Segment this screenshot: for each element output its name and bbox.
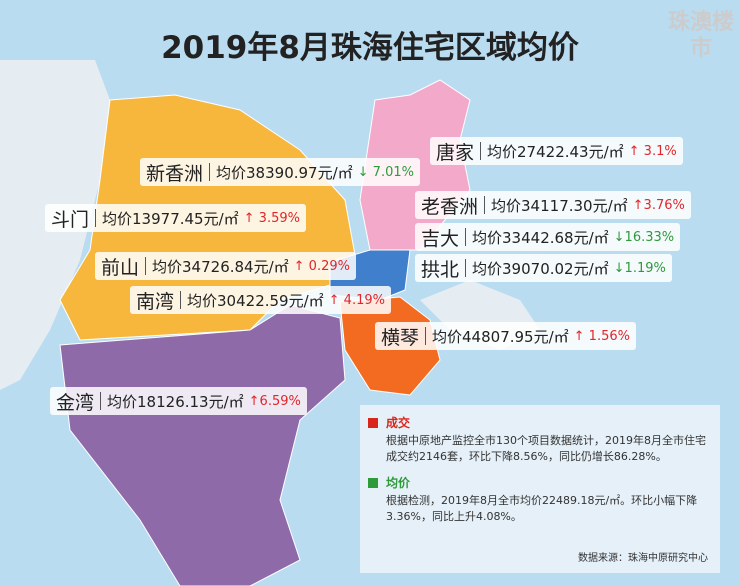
source: 数据来源：珠海中原研究中心: [578, 553, 708, 564]
region-label: 前山 均价34726.84元/㎡ ↑ 0.29%: [95, 252, 356, 280]
region-label: 横琴 均价44807.95元/㎡ ↑ 1.56%: [375, 322, 636, 350]
note-marker: [368, 418, 378, 428]
region-name: 前山: [101, 256, 140, 279]
divider: [484, 196, 486, 214]
region-price: 均价38390.97元/㎡: [216, 163, 353, 182]
note-heading-row: 成交: [368, 415, 720, 431]
divider: [480, 142, 482, 160]
region-label: 唐家 均价27422.43元/㎡ ↑ 3.1%: [430, 137, 683, 165]
region-price: 均价27422.43元/㎡: [487, 142, 624, 161]
note-heading-row: 均价: [368, 475, 720, 491]
region-name: 南湾: [136, 290, 175, 313]
divider: [425, 327, 427, 345]
region-label: 吉大 均价33442.68元/㎡ ↓16.33%: [415, 223, 681, 251]
region-name: 唐家: [436, 141, 475, 164]
note-heading: 均价: [386, 476, 411, 490]
logo: 珠澳楼市: [668, 10, 735, 61]
region-price: 均价18126.13元/㎡: [107, 392, 244, 411]
divider: [100, 392, 102, 410]
divider: [465, 228, 467, 246]
region-change: ↑ 4.19%: [328, 292, 385, 308]
divider: [209, 163, 211, 181]
region-label: 南湾 均价30422.59元/㎡ ↑ 4.19%: [130, 286, 391, 314]
region-price: 均价34726.84元/㎡: [152, 257, 289, 276]
district-jinwan: [59, 304, 346, 586]
region-label: 斗门 均价13977.45元/㎡ ↑ 3.59%: [45, 204, 306, 232]
region-label: 拱北 均价39070.02元/㎡ ↓1.19%: [415, 254, 672, 282]
region-price: 均价13977.45元/㎡: [102, 209, 239, 228]
region-name: 老香洲: [421, 195, 479, 218]
region-change: ↑ 3.1%: [628, 143, 677, 159]
region-change: ↑3.76%: [632, 197, 685, 213]
divider: [180, 291, 182, 309]
region-price: 均价44807.95元/㎡: [432, 327, 569, 346]
region-change: ↑6.59%: [248, 393, 301, 409]
region-change: ↑ 3.59%: [243, 210, 300, 226]
region-name: 横琴: [381, 326, 420, 349]
divider: [465, 259, 467, 277]
divider: [145, 257, 147, 275]
region-change: ↑ 1.56%: [573, 328, 630, 344]
region-name: 金湾: [56, 391, 95, 414]
region-change: ↓ 7.01%: [357, 164, 414, 180]
region-name: 拱北: [421, 258, 460, 281]
notes-box: 成交根据中原地产监控全市130个项目数据统计，2019年8月全市住宅成交约214…: [360, 405, 720, 573]
region-label: 金湾 均价18126.13元/㎡ ↑6.59%: [50, 387, 307, 415]
region-price: 均价33442.68元/㎡: [472, 228, 609, 247]
note-marker: [368, 478, 378, 488]
region-change: ↓16.33%: [613, 229, 675, 245]
note-text: 根据检测，2019年8月全市均价22489.18元/㎡。环比小幅下降3.36%，…: [386, 494, 698, 523]
region-price: 均价39070.02元/㎡: [472, 259, 609, 278]
region-name: 吉大: [421, 227, 460, 250]
divider: [95, 209, 97, 227]
region-change: ↑ 0.29%: [293, 258, 350, 274]
region-label: 老香洲 均价34117.30元/㎡ ↑3.76%: [415, 191, 691, 219]
region-name: 新香洲: [146, 162, 204, 185]
region-price: 均价34117.30元/㎡: [491, 196, 628, 215]
title: 2019年8月珠海住宅区域均价: [161, 30, 579, 66]
region-label: 新香洲 均价38390.97元/㎡ ↓ 7.01%: [140, 158, 420, 186]
note-text: 根据中原地产监控全市130个项目数据统计，2019年8月全市住宅成交约2146套…: [386, 434, 706, 463]
note-heading: 成交: [386, 416, 411, 430]
region-price: 均价30422.59元/㎡: [187, 291, 324, 310]
region-change: ↓1.19%: [613, 260, 666, 276]
region-name: 斗门: [51, 208, 90, 231]
